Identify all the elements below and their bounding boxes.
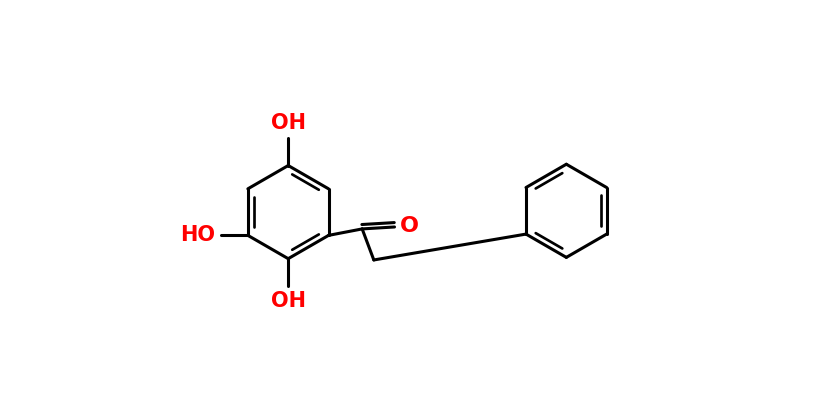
Text: O: O (400, 216, 418, 236)
Text: OH: OH (270, 291, 306, 311)
Text: HO: HO (181, 226, 216, 245)
Text: OH: OH (270, 113, 306, 133)
